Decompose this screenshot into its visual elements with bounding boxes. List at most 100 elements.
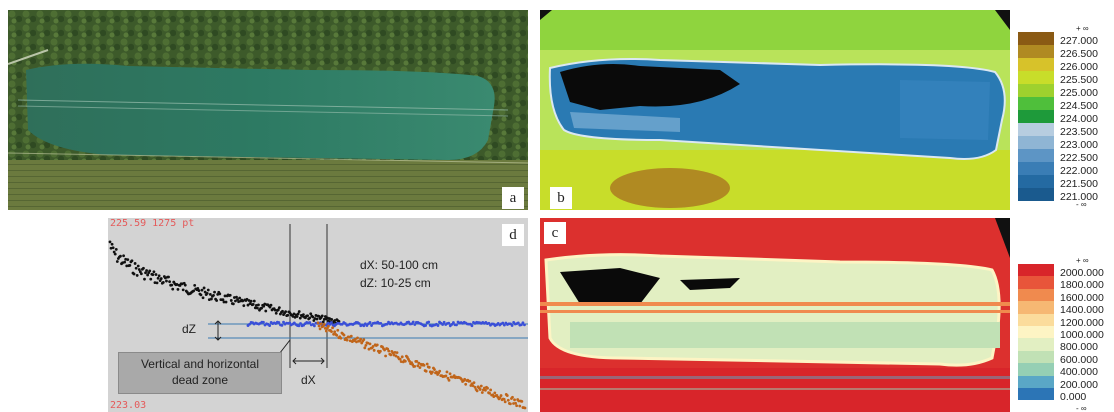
pts-black-point xyxy=(113,252,117,256)
black-point-cloud xyxy=(108,240,341,325)
aerial-photo xyxy=(8,10,528,210)
pts-black-point xyxy=(111,246,115,250)
elevation-legend-label: 222.000 xyxy=(1060,165,1098,177)
elevation-legend-label: 226.500 xyxy=(1060,48,1098,60)
pts-black-point xyxy=(222,300,226,304)
pts-black-point xyxy=(112,250,116,254)
pts-orange-point xyxy=(509,402,512,406)
pts-orange-point xyxy=(460,378,463,381)
elevation-legend-label: 223.000 xyxy=(1060,139,1098,151)
aerial-photo-panel: a xyxy=(8,10,528,210)
pts-orange-point xyxy=(324,329,328,333)
pts-orange-point xyxy=(345,338,349,342)
pts-black-point xyxy=(157,274,161,278)
density-legend-swatch xyxy=(1018,301,1054,314)
pts-orange-point xyxy=(408,359,411,363)
pts-black-point xyxy=(257,303,260,307)
pts-blue-point xyxy=(370,324,373,327)
pts-blue-point xyxy=(282,320,285,324)
pts-orange-point xyxy=(464,382,468,386)
point-profile-plot xyxy=(108,224,528,410)
pts-orange-point xyxy=(520,399,524,403)
pts-orange-point xyxy=(438,369,442,373)
orange-point-cloud xyxy=(316,321,527,410)
pts-black-point xyxy=(306,314,309,318)
elevation-legend-label: 222.500 xyxy=(1060,152,1098,164)
pts-orange-point xyxy=(512,402,515,405)
pts-black-point xyxy=(317,314,321,318)
pts-orange-point xyxy=(356,336,359,340)
elevation-legend-label: 227.000 xyxy=(1060,35,1098,47)
pts-orange-point xyxy=(515,404,519,408)
pts-orange-point xyxy=(511,395,514,399)
pts-orange-point xyxy=(318,327,322,331)
pts-black-point xyxy=(133,262,137,265)
pts-black-point xyxy=(252,299,256,303)
elevation-legend-swatch xyxy=(1018,84,1054,97)
pts-orange-point xyxy=(394,354,398,358)
pts-blue-point xyxy=(441,323,444,326)
pts-blue-point xyxy=(330,321,333,324)
pts-blue-point xyxy=(442,320,446,324)
pts-orange-point xyxy=(431,370,434,374)
pts-orange-point xyxy=(447,378,451,382)
pts-black-point xyxy=(281,309,284,313)
pts-black-point xyxy=(221,298,225,302)
pts-black-point xyxy=(170,283,174,287)
elevation-map-panel: b + ∞ 227.000 226.500 226.000 225.500 225.00… xyxy=(540,10,1112,210)
elevation-legend-label: 226.000 xyxy=(1060,61,1098,73)
pts-blue-point xyxy=(436,324,440,328)
pts-black-point xyxy=(200,288,204,292)
bottom-readout: 223.03 xyxy=(110,400,147,411)
pts-orange-point xyxy=(383,348,386,352)
pts-orange-point xyxy=(323,327,327,330)
pts-blue-point xyxy=(277,321,281,324)
dead-zone-label-box: Vertical and horizontal dead zone xyxy=(118,352,282,394)
pts-black-point xyxy=(154,273,158,276)
pts-black-point xyxy=(311,315,315,319)
pts-black-point xyxy=(119,254,122,258)
pts-orange-point xyxy=(364,343,368,347)
elevation-legend-swatch xyxy=(1018,149,1054,162)
dead-zone-label-line1: Vertical and horizontal xyxy=(140,357,260,371)
panel-letter-c: c xyxy=(544,222,566,244)
pts-black-point xyxy=(114,248,118,251)
pts-orange-point xyxy=(330,330,333,333)
legend-top-infinity: + ∞ xyxy=(1076,24,1089,33)
density-legend-label: 1400.000 xyxy=(1060,304,1104,317)
pts-orange-point xyxy=(339,336,343,340)
density-legend-swatch xyxy=(1018,350,1054,364)
pts-black-point xyxy=(273,308,277,312)
pts-orange-point xyxy=(379,349,382,353)
pts-black-point xyxy=(134,266,138,270)
pts-orange-point xyxy=(473,385,477,389)
elevation-legend-swatch xyxy=(1018,123,1054,136)
pts-black-point xyxy=(246,303,250,307)
pts-black-point xyxy=(135,274,139,277)
pts-orange-point xyxy=(484,388,487,392)
pts-orange-point xyxy=(480,391,484,394)
pts-black-point xyxy=(201,296,205,300)
pts-black-point xyxy=(130,259,134,263)
pts-black-point xyxy=(146,273,150,277)
pts-orange-point xyxy=(427,365,431,369)
pts-black-point xyxy=(242,304,246,308)
pts-black-point xyxy=(333,319,337,322)
pts-orange-point xyxy=(513,398,516,402)
pts-orange-point xyxy=(415,360,419,363)
pts-black-point xyxy=(256,306,259,310)
pts-black-point xyxy=(235,295,238,299)
pts-black-point xyxy=(192,289,196,293)
elevation-legend-label: 221.500 xyxy=(1060,178,1098,190)
pts-blue-point xyxy=(262,320,265,324)
legend-bottom-infinity: - ∞ xyxy=(1076,404,1087,412)
pts-orange-point xyxy=(387,349,391,353)
pts-orange-point xyxy=(400,355,404,359)
pts-black-point xyxy=(171,287,175,291)
pts-black-point xyxy=(297,310,301,313)
blue-point-cloud xyxy=(246,320,526,328)
pts-black-point xyxy=(254,303,258,307)
pts-black-point xyxy=(323,315,327,318)
pts-black-point xyxy=(144,271,147,275)
top-readout: 225.59 1275 pt xyxy=(110,218,195,229)
